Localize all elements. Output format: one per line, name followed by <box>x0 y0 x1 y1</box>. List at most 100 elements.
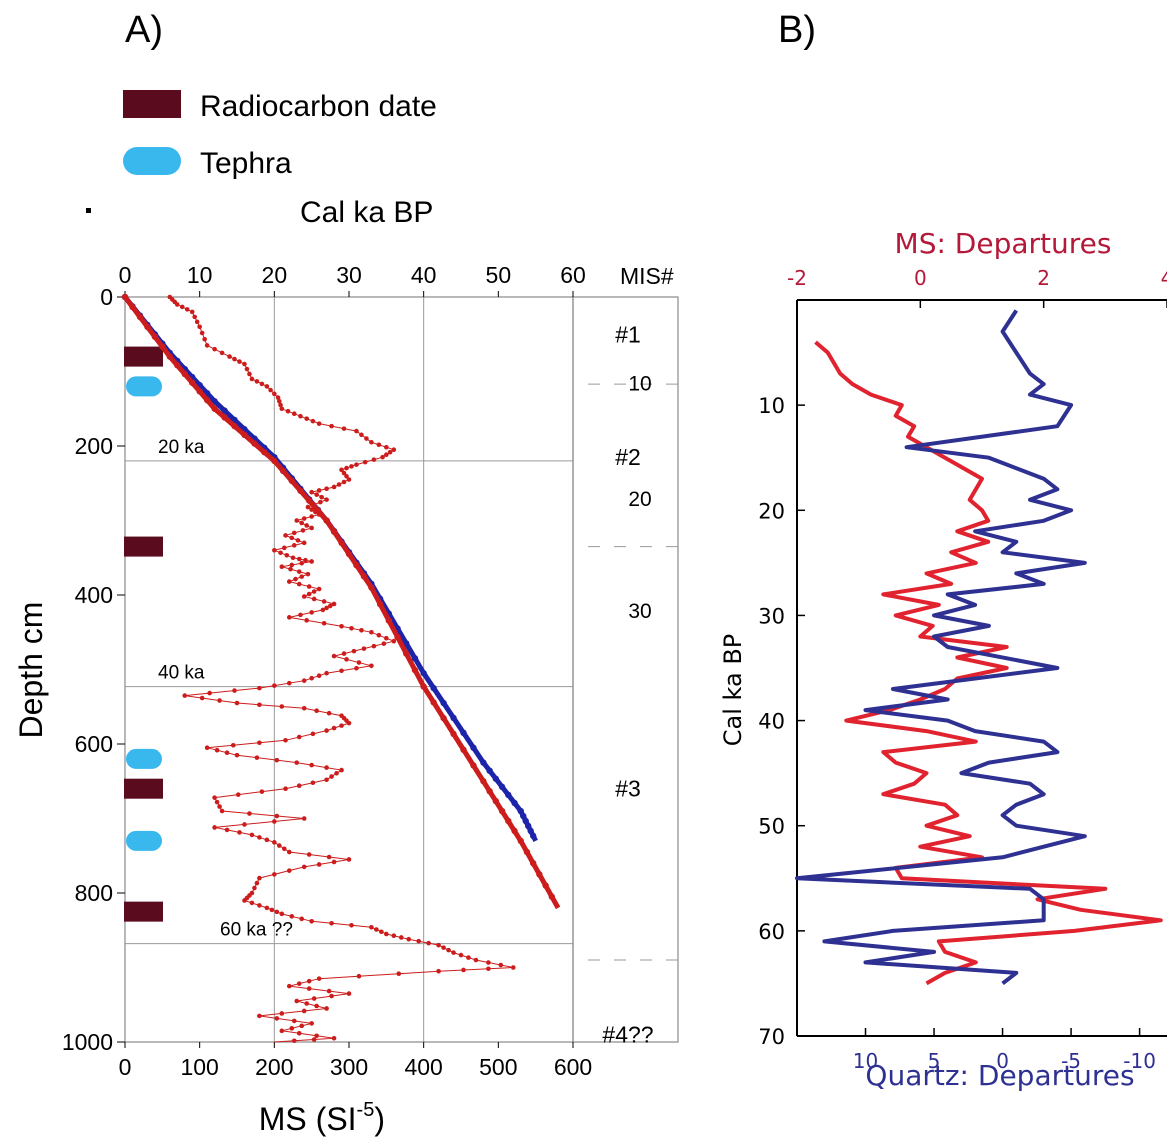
ms-point <box>510 965 516 970</box>
age-curve-point <box>181 370 188 378</box>
y-tick-label-b: 50 <box>758 815 785 839</box>
age-curve-point <box>129 303 136 311</box>
ms-point <box>289 1026 295 1031</box>
ms-point <box>291 530 297 536</box>
ms-point <box>374 927 379 932</box>
ms-point <box>359 432 364 438</box>
ms-point <box>274 1016 280 1021</box>
ms-point <box>301 864 307 870</box>
ms-point <box>473 957 479 963</box>
ms-point <box>339 723 344 728</box>
age-curve-point <box>517 807 524 815</box>
ms-point <box>311 502 317 507</box>
age-curve-point <box>121 293 129 301</box>
x-tick-label-age: 10 <box>187 262 213 288</box>
ms-point <box>316 421 322 426</box>
ms-point <box>316 488 322 493</box>
ms-point <box>309 559 314 564</box>
ms-point <box>299 1023 305 1029</box>
ms-point <box>346 477 352 482</box>
mis-label: #3 <box>615 776 641 802</box>
age-curve-point <box>505 817 512 825</box>
radiocarbon-date-marker <box>124 778 163 799</box>
legend-label-radiocarbon: Radiocarbon date <box>200 90 437 123</box>
quartz-departures-line <box>795 309 1087 985</box>
ms-point <box>272 391 277 397</box>
ms-point <box>286 868 292 873</box>
ms-point <box>182 693 188 698</box>
ms-point <box>309 1021 314 1026</box>
ms-point <box>346 720 352 726</box>
top-tick-label-b: 0 <box>914 266 927 290</box>
age-curve-point <box>480 778 487 785</box>
ms-point <box>279 406 285 412</box>
ms-point <box>341 479 347 485</box>
ms-point <box>184 307 190 312</box>
age-curve-point <box>159 343 166 350</box>
age-curve-point <box>492 775 500 782</box>
age-curve-point <box>525 822 532 830</box>
bottom-tick-label-b: 0 <box>996 1049 1009 1073</box>
ms-point <box>329 993 334 999</box>
age-curve-point <box>394 633 401 641</box>
ms-point <box>349 464 354 469</box>
ms-point <box>311 1037 317 1042</box>
ms-point <box>269 907 275 913</box>
ms-point <box>369 924 374 930</box>
ms-point <box>364 436 369 441</box>
ms-point <box>242 361 247 367</box>
ms-point <box>249 900 255 906</box>
ms-point <box>371 643 377 649</box>
x-tick-label-ms: 300 <box>330 1054 368 1080</box>
ms-point <box>237 359 242 364</box>
age-curve-point <box>411 655 419 662</box>
age-curve-point <box>411 666 419 674</box>
x-tick-label-age: 50 <box>486 262 512 288</box>
ms-point <box>286 849 292 855</box>
ms-point <box>301 540 307 546</box>
panel-label-b: B) <box>778 9 816 51</box>
age-curve-point <box>486 787 493 795</box>
ms-point <box>259 789 265 794</box>
ms-point <box>304 618 309 623</box>
age-curve-point <box>151 333 159 340</box>
age-curve-point <box>174 362 181 369</box>
ms-point <box>310 780 316 786</box>
age-marker-label: 20 ka <box>158 437 205 458</box>
age-curve-point <box>166 353 173 360</box>
age-curve-point <box>196 388 203 395</box>
ms-point <box>189 309 195 315</box>
age-curve-point <box>221 414 228 421</box>
ms-point <box>174 302 180 307</box>
ms-point <box>369 663 374 669</box>
age-curve-point <box>403 640 410 647</box>
y-tick-label-b: 20 <box>758 499 785 523</box>
ms-point <box>309 507 314 512</box>
ms-point <box>384 452 389 457</box>
ms-point <box>406 936 412 942</box>
ms-point <box>344 657 349 662</box>
age-curve-point <box>144 323 151 330</box>
tephra-marker <box>126 748 162 769</box>
age-curve-point <box>136 313 144 321</box>
y-tick-label-a: 1000 <box>62 1029 113 1055</box>
age-curve-point <box>430 699 437 706</box>
ms-point <box>316 512 322 517</box>
ms-point <box>324 1006 329 1011</box>
legend: Radiocarbon date Tephra <box>123 90 437 180</box>
ms-point <box>286 579 292 584</box>
ms-point <box>371 457 377 462</box>
age-curve-point <box>231 422 238 430</box>
ms-point <box>354 462 359 467</box>
ms-point <box>232 688 237 693</box>
ms-point <box>202 336 207 342</box>
ms-point <box>324 497 329 502</box>
ms-point <box>217 698 222 703</box>
ms-point <box>306 852 312 857</box>
ms-point <box>219 350 225 356</box>
ms-point <box>296 783 302 789</box>
ms-point <box>212 825 217 830</box>
age-curve-point <box>520 812 527 820</box>
ms-point <box>212 346 217 352</box>
